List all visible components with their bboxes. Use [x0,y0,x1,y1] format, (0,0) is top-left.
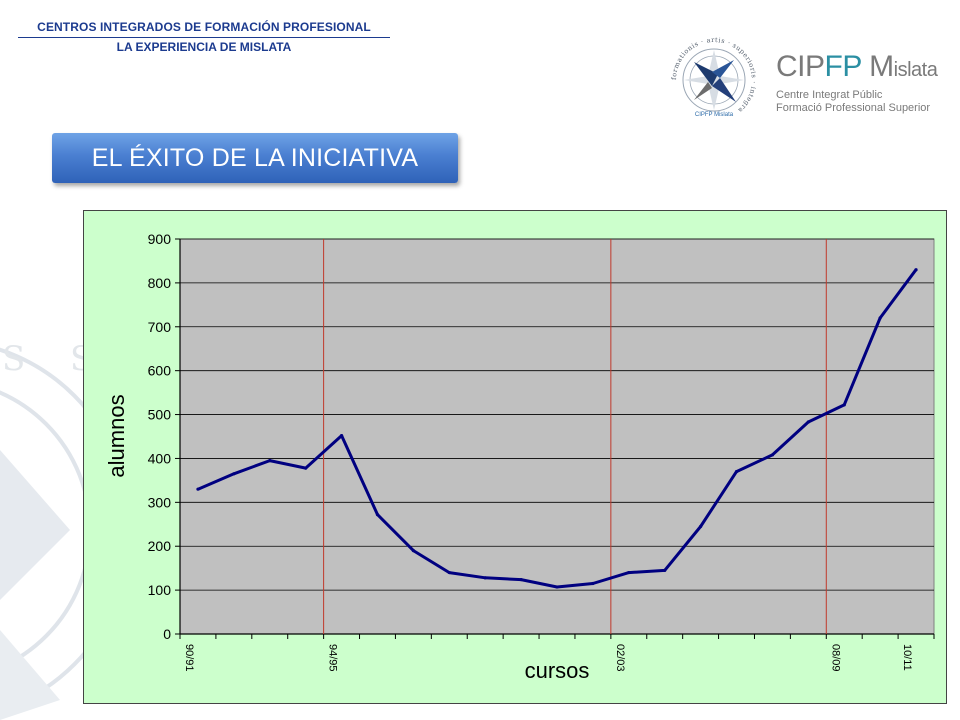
x-tick-label: 08/09 [829,644,841,672]
y-tick-label: 0 [163,626,171,642]
logo-tagline-2: Formació Professional Superior [776,102,931,114]
header-title: CENTROS INTEGRADOS DE FORMACIÓN PROFESIO… [37,20,371,34]
x-axis-title: cursos [525,658,590,683]
y-tick-label: 500 [148,407,172,423]
data-point [483,576,487,580]
svg-text:S: S [2,339,25,379]
y-tick-label: 900 [148,231,172,247]
data-point [914,268,918,272]
data-point [699,524,703,529]
data-point [555,585,559,589]
header-divider [18,37,390,38]
logo-name-accent: FP [824,50,862,83]
header: CENTROS INTEGRADOS DE FORMACIÓN PROFESIO… [18,20,390,54]
data-point [878,316,882,320]
x-tick-label: 94/95 [327,644,339,672]
y-tick-label: 200 [148,538,172,554]
data-point [519,577,523,582]
y-tick-label: 800 [148,275,172,291]
data-point [663,568,667,572]
data-point [806,420,810,424]
y-tick-label: 700 [148,319,172,335]
data-point [842,403,846,407]
data-point [232,472,236,476]
data-point [734,470,739,474]
y-axis-title: alumnos [104,394,129,477]
banner-title: EL ÉXITO DE LA INICIATIVA [91,143,419,172]
x-tick-label: 10/11 [901,644,913,671]
logo-name-m: M [869,50,894,83]
chart-container: 0 100 200 300 400 500 600 700 800 900 90/91 94/95 02… [83,210,947,704]
line-chart: 0 100 200 300 400 500 600 700 800 900 90/91 94/95 02… [104,231,935,683]
logo: CIPFP Mislata Centre Integrat Públic For… [776,50,938,115]
logo-name-prefix: CIP [776,50,825,83]
emblem-caption: CIPFP Mislata [695,112,734,118]
y-tick-label: 600 [148,363,172,379]
data-point [627,570,631,575]
data-point [268,459,272,463]
logo-name: CIPFP Mislata [776,50,938,85]
y-tick-label: 300 [148,494,172,510]
data-point [591,581,595,586]
y-tick-label: 400 [148,450,172,466]
data-point [339,434,344,438]
section-banner: EL ÉXITO DE LA INICIATIVA [52,133,458,183]
logo-name-rest: islata [893,59,938,81]
data-point [770,453,775,457]
data-point [196,487,200,491]
x-tick-label: 90/91 [183,644,195,672]
logo-tagline-1: Centre Integrat Públic [776,89,883,101]
data-point [411,549,415,553]
compass-star-emblem-icon: formationis · artis · superioris · integ… [670,36,757,118]
data-point [447,570,451,575]
y-tick-label: 100 [148,582,172,598]
x-tick-label: 02/03 [614,644,626,672]
plot-area [179,238,935,635]
header-subtitle: LA EXPERIENCIA DE MISLATA [116,40,292,54]
data-point [375,513,380,517]
data-point [304,466,308,470]
